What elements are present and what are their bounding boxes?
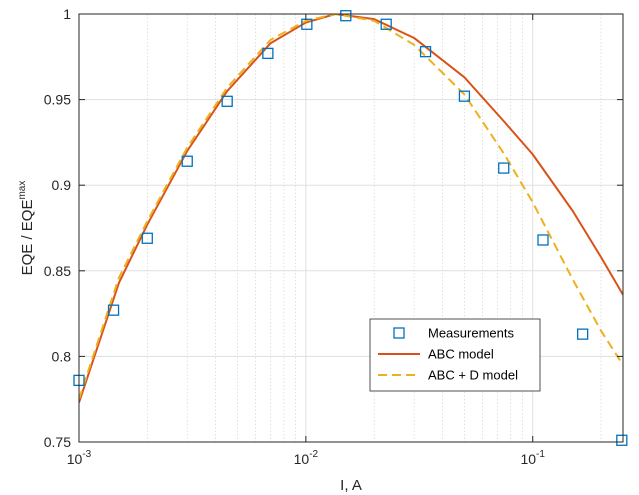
measurement-point	[107, 304, 120, 316]
measurement-point	[419, 46, 432, 58]
measurement-point	[262, 47, 274, 60]
measurement-point	[141, 232, 153, 244]
legend-marker-measurements	[393, 327, 405, 339]
y-tick-label: 0.95	[44, 92, 71, 108]
x-axis-label: I, A	[340, 477, 362, 494]
measurement-point	[301, 18, 313, 30]
measurement-point	[537, 234, 549, 246]
measurement-point	[616, 434, 628, 446]
axes-box	[78, 13, 624, 443]
plot-area	[79, 14, 623, 442]
measurement-point	[577, 328, 589, 340]
measurement-point	[181, 155, 193, 167]
y-axis-label: EQE / EQEmax	[17, 181, 36, 276]
measurement-point	[498, 162, 510, 174]
measurement-point	[380, 18, 392, 30]
legend-label: ABC + D model	[428, 368, 518, 383]
x-tick-label: 10-3	[67, 449, 92, 467]
measurement-point	[340, 10, 352, 22]
y-tick-label: 0.8	[52, 348, 72, 364]
measurement-point	[221, 95, 233, 107]
y-tick-label: 0.85	[44, 263, 71, 279]
y-tick-label: 0.9	[52, 177, 72, 193]
x-tick-label: 10-2	[294, 449, 319, 467]
measurement-point	[458, 90, 471, 102]
x-tick-label: 10-1	[520, 449, 545, 467]
y-tick-label: 1	[63, 6, 71, 22]
legend-label: ABC model	[428, 347, 494, 362]
series-abc-model-line	[79, 14, 623, 403]
legend-label: Measurements	[428, 326, 514, 341]
y-tick-label: 0.75	[44, 434, 71, 450]
